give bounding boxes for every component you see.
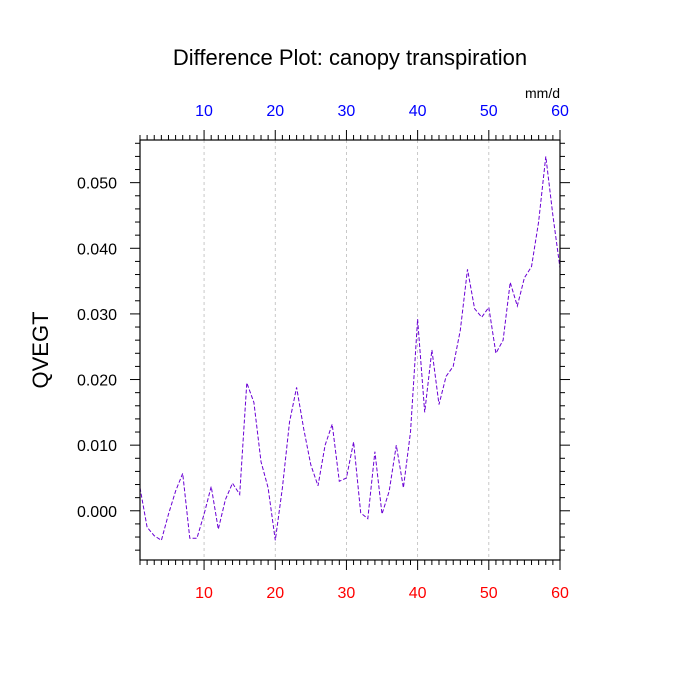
y-tick-label: 0.010 xyxy=(77,438,117,455)
x-tick-label-top: 60 xyxy=(551,103,569,120)
y-tick-label: 0.030 xyxy=(77,307,117,324)
grid-lines xyxy=(203,140,490,560)
x-tick-label-bottom: 10 xyxy=(195,585,213,602)
y-tick-label: 0.000 xyxy=(77,504,117,521)
x-tick-label-bottom: 50 xyxy=(480,585,498,602)
x-tick-label-bottom: 40 xyxy=(409,585,427,602)
y-tick-labels: 0.000 0.010 0.020 0.030 0.040 0.050 xyxy=(77,176,117,521)
x-tick-label-top: 30 xyxy=(338,103,356,120)
y-tick-label: 0.020 xyxy=(77,373,117,390)
plot-frame xyxy=(139,139,561,561)
x-tick-label-top: 40 xyxy=(409,103,427,120)
x-tick-label-top: 50 xyxy=(480,103,498,120)
x-tick-label-bottom: 30 xyxy=(338,585,356,602)
chart-title: Difference Plot: canopy transpiration xyxy=(173,45,527,70)
x-tick-label-bottom: 60 xyxy=(551,585,569,602)
y-axis-label: QVEGT xyxy=(28,311,53,388)
x-tick-label-top: 20 xyxy=(266,103,284,120)
x-tick-label-top: 10 xyxy=(195,103,213,120)
units-label: mm/d xyxy=(525,85,560,101)
x-bottom-tick-labels: 10 20 30 40 50 60 xyxy=(195,585,569,602)
y-tick-label: 0.040 xyxy=(77,241,117,258)
x-top-tick-labels: 10 20 30 40 50 60 xyxy=(195,103,569,120)
y-tick-label: 0.050 xyxy=(77,176,117,193)
x-tick-label-bottom: 20 xyxy=(266,585,284,602)
series-line xyxy=(139,156,561,542)
tick-marks xyxy=(130,130,570,570)
